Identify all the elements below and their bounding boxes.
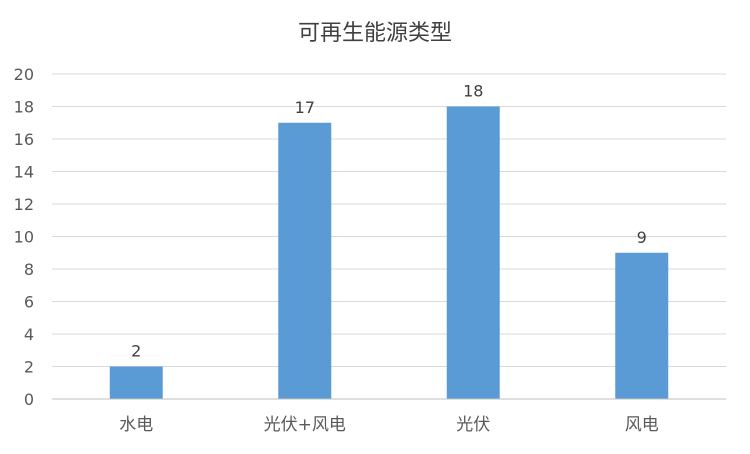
y-tick-label: 4 xyxy=(24,325,34,344)
x-category-label: 光伏+风电 xyxy=(264,415,346,435)
y-axis-tick-labels: 0 2 4 6 8 10 12 14 16 18 20 xyxy=(14,65,34,409)
y-tick-label: 14 xyxy=(14,163,34,182)
x-category-label: 光伏 xyxy=(456,415,490,435)
bars xyxy=(109,106,669,399)
y-tick-label: 12 xyxy=(14,195,34,214)
y-tick-label: 20 xyxy=(14,65,34,84)
grid-lines xyxy=(52,73,726,367)
y-tick-label: 0 xyxy=(24,390,34,409)
bar-value-label: 18 xyxy=(463,82,483,101)
y-tick-label: 8 xyxy=(24,260,34,279)
data-labels: 2 17 18 9 xyxy=(131,82,647,361)
bar-value-label: 2 xyxy=(131,342,141,361)
x-category-label: 水电 xyxy=(119,415,153,435)
bar xyxy=(446,106,500,399)
y-tick-label: 18 xyxy=(14,98,34,117)
bar xyxy=(278,122,332,399)
y-tick-label: 6 xyxy=(24,293,34,312)
x-axis-category-labels: 水电 光伏+风电 光伏 风电 xyxy=(119,415,659,435)
x-category-label: 风电 xyxy=(625,415,659,435)
bar-value-label: 9 xyxy=(637,228,647,247)
y-tick-label: 10 xyxy=(14,228,34,247)
bar xyxy=(109,366,163,399)
chart-title: 可再生能源类型 xyxy=(298,21,452,46)
y-tick-label: 2 xyxy=(24,358,34,377)
y-tick-label: 16 xyxy=(14,130,34,149)
bar-value-label: 17 xyxy=(295,98,315,117)
bar xyxy=(615,252,669,399)
